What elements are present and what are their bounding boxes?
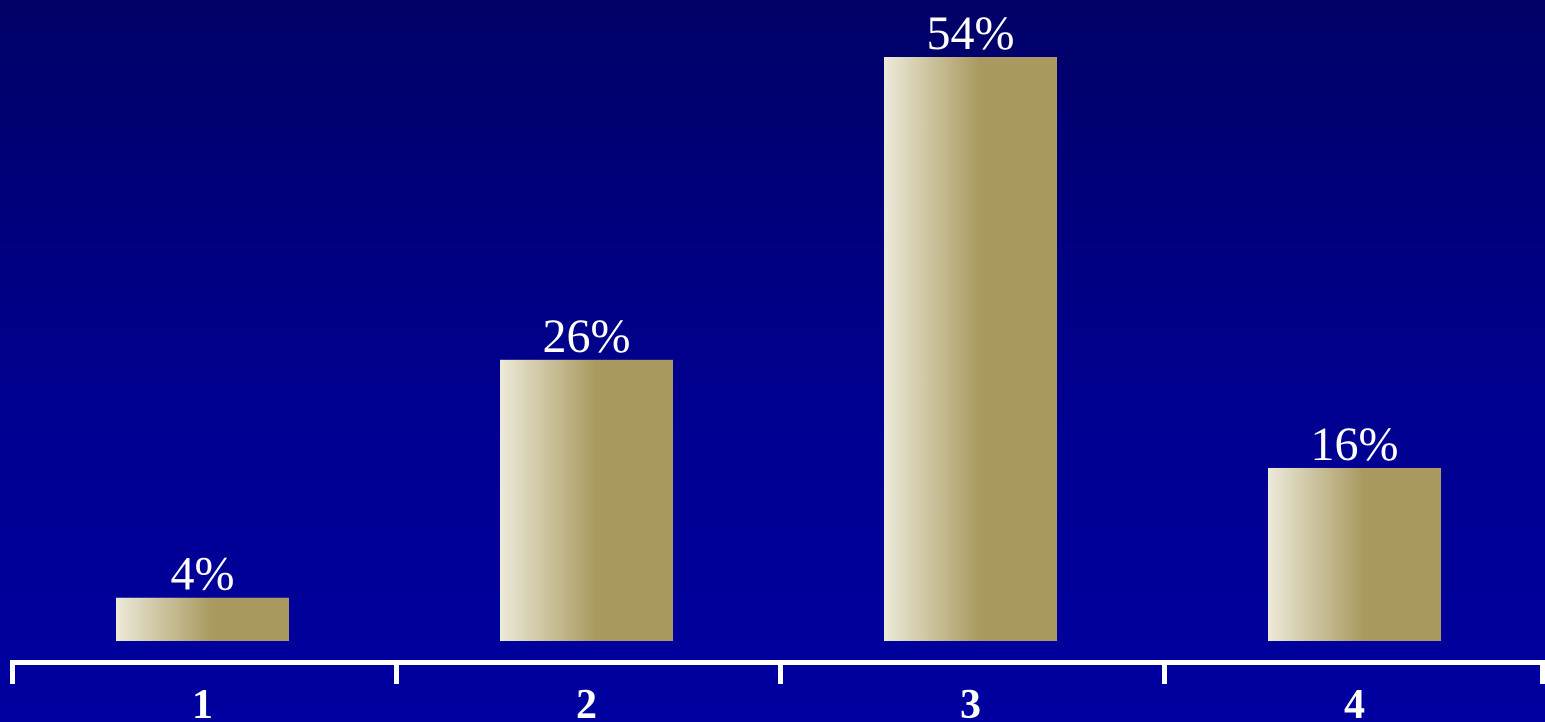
x-tick-label-3: 3: [960, 682, 981, 722]
x-tick-label-2: 2: [576, 682, 597, 722]
bar-2: [500, 359, 673, 641]
bar-3: [884, 57, 1057, 641]
x-axis-tick: [1540, 660, 1545, 684]
value-label-3: 54%: [927, 7, 1015, 60]
value-label-4: 16%: [1311, 418, 1399, 471]
bars-group: [116, 57, 1441, 641]
x-tick-label-4: 4: [1344, 682, 1365, 722]
value-label-1: 4%: [171, 548, 235, 601]
value-label-2: 26%: [543, 310, 631, 363]
bar-4: [1268, 467, 1441, 641]
x-axis-tick: [10, 660, 15, 684]
x-tick-label-1: 1: [192, 682, 213, 722]
x-axis-tick: [1162, 660, 1167, 684]
x-axis-line: [10, 660, 1545, 665]
x-axis-tick: [394, 660, 399, 684]
bar-1: [116, 597, 289, 641]
x-axis: [10, 660, 1545, 684]
x-axis-tick: [778, 660, 783, 684]
value-labels-group: 4% 26% 54% 16%: [171, 7, 1399, 601]
x-tick-labels-group: 1 2 3 4: [192, 682, 1365, 722]
